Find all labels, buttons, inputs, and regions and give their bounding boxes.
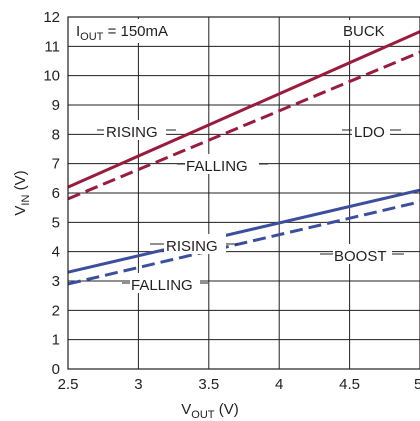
y-tick-label: 12	[43, 9, 60, 26]
rising-top-label: RISING	[106, 124, 158, 141]
rising-top-background	[104, 120, 166, 140]
x-tick-label: 3	[134, 376, 142, 393]
ldo-label-background	[352, 120, 390, 140]
y-tick-label: 6	[52, 185, 60, 202]
x-tick-label: 3.5	[198, 376, 219, 393]
grid	[67, 16, 420, 370]
y-tick-label: 11	[44, 38, 60, 55]
plot-frame	[67, 16, 420, 370]
series-lines	[67, 30, 420, 286]
rising-bottom-background	[164, 234, 226, 254]
y-tick-label: 9	[52, 97, 60, 114]
x-tick-label: 4.5	[339, 376, 360, 393]
y-tick-label: 4	[52, 244, 60, 261]
y-axis-label: VIN (V)	[12, 170, 32, 215]
y-tick-label: 5	[52, 214, 60, 231]
series-line-buck-ldo-falling	[67, 50, 420, 201]
condition-label-background	[70, 19, 194, 43]
condition-label: IOUT = 150mA	[76, 23, 168, 43]
falling-top-label: FALLING	[186, 158, 248, 175]
y-tick-label: 1	[52, 332, 60, 349]
series-line-buck-ldo-rising	[67, 30, 420, 189]
x-axis-label: VOUT (V)	[181, 401, 238, 421]
buck-label: BUCK	[343, 23, 385, 40]
series-line-boost-rising	[67, 188, 420, 274]
falling-bottom-label: FALLING	[131, 277, 193, 294]
boost-label: BOOST	[334, 248, 387, 265]
y-tick-label: 0	[52, 361, 60, 378]
series-line-boost-falling	[67, 200, 420, 286]
x-tick-label: 2.5	[58, 376, 79, 393]
buck-label-background	[338, 20, 390, 40]
x-tick-label: 5	[414, 376, 420, 393]
y-tick-label: 10	[43, 68, 60, 85]
y-tick-label: 3	[52, 273, 60, 290]
ldo-label: LDO	[354, 124, 385, 141]
y-tick-label: 2	[52, 302, 60, 319]
boost-label-background	[333, 244, 392, 264]
rising-bottom-label: RISING	[166, 238, 218, 255]
y-tick-label: 7	[52, 156, 60, 173]
falling-bottom-background	[130, 273, 200, 293]
falling-top-background	[185, 154, 259, 174]
x-tick-label: 4	[275, 376, 283, 393]
y-tick-label: 8	[52, 126, 60, 143]
